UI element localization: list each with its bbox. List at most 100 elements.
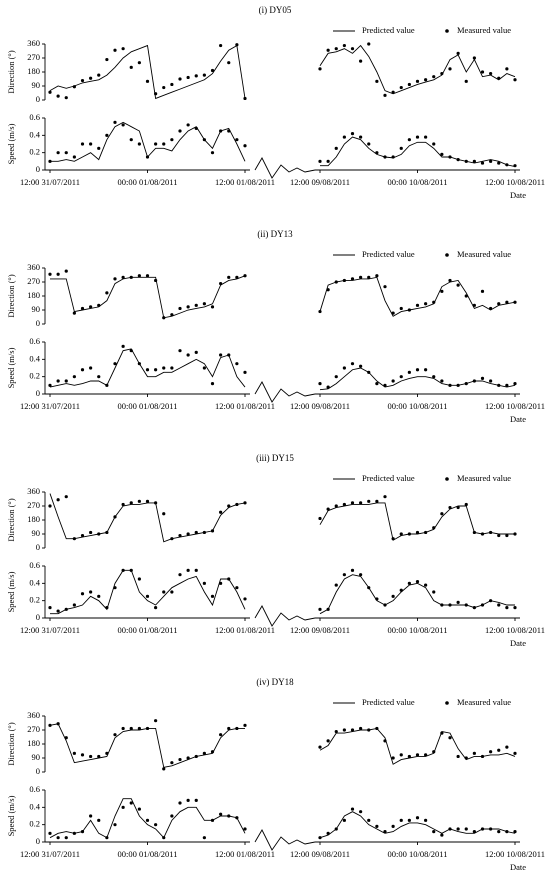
measured-point <box>375 382 379 386</box>
measured-point <box>432 590 436 594</box>
measured-point <box>334 583 338 587</box>
measured-point <box>464 756 468 760</box>
measured-point <box>399 818 403 822</box>
y-tick-label: 90 <box>32 304 41 314</box>
measured-point <box>80 78 85 83</box>
measured-point <box>235 275 239 279</box>
measured-point <box>383 155 387 159</box>
measured-point <box>202 302 206 306</box>
measured-point <box>432 830 436 834</box>
measured-point <box>105 530 109 535</box>
measured-point <box>334 280 338 284</box>
measured-point <box>137 61 141 65</box>
measured-point <box>391 594 395 598</box>
measured-point <box>350 807 355 811</box>
x-tick-label: 12:00 01/08/2011 <box>215 625 275 635</box>
measured-point <box>440 603 444 607</box>
predicted-line <box>319 44 516 95</box>
measured-point <box>48 831 52 835</box>
measured-point <box>318 836 322 840</box>
measured-point <box>350 362 355 366</box>
x-axis-label: Date <box>510 638 526 648</box>
predicted-line <box>319 502 515 541</box>
y-tick-label: 180 <box>27 290 40 300</box>
measured-point <box>456 754 460 759</box>
measured-point <box>162 85 166 90</box>
measured-point <box>89 142 93 146</box>
measured-point <box>89 814 93 818</box>
measured-point <box>89 366 93 370</box>
measured-point <box>432 375 436 379</box>
measured-point <box>243 370 247 374</box>
measured-point <box>448 155 452 159</box>
measured-point <box>56 94 60 98</box>
measured-point <box>375 151 379 155</box>
measured-point <box>480 532 485 536</box>
measured-point <box>440 731 444 735</box>
x-tick-label: 00:00 10/08/2011 <box>388 625 448 635</box>
measured-point <box>391 537 395 541</box>
measured-point <box>440 512 444 516</box>
measured-point <box>89 590 93 594</box>
measured-point <box>80 368 85 372</box>
measured-point <box>375 824 379 829</box>
y-tick-label: 180 <box>27 66 40 76</box>
measured-point <box>194 350 198 354</box>
measured-point <box>235 816 239 820</box>
measured-point <box>375 79 379 83</box>
measured-point <box>424 530 428 535</box>
measured-point <box>194 798 198 803</box>
measured-point <box>178 306 182 311</box>
x-tick-label: 00:00 10/08/2011 <box>388 401 448 411</box>
measured-point <box>391 756 395 760</box>
measured-point <box>227 814 231 818</box>
y-tick-label: 360 <box>27 486 40 496</box>
x-tick-label: 12:00 01/08/2011 <box>215 849 275 859</box>
measured-point <box>48 383 52 387</box>
measured-point <box>64 607 68 611</box>
measured-point <box>64 736 68 740</box>
measured-point <box>399 306 403 311</box>
measured-point <box>64 96 68 100</box>
x-tick-label: 12:00 10/08/2011 <box>485 401 545 411</box>
measured-point <box>137 807 141 811</box>
measured-point <box>415 753 420 757</box>
measured-point <box>64 836 68 840</box>
x-tick-label: 00:00 10/08/2011 <box>388 177 448 187</box>
measured-point <box>415 816 420 820</box>
measured-point <box>342 573 346 577</box>
measured-point <box>367 42 371 46</box>
predicted-line <box>319 276 516 317</box>
measured-point <box>121 805 125 809</box>
y-tick-label: 360 <box>27 710 40 720</box>
x-tick-label: 00:00 10/08/2011 <box>388 849 448 859</box>
measured-point <box>113 586 117 590</box>
predicted-line <box>49 44 246 100</box>
measured-point <box>391 824 395 829</box>
measured-point <box>178 757 182 762</box>
measured-point <box>383 93 387 97</box>
measured-point <box>72 603 76 607</box>
measured-point <box>97 303 101 307</box>
measured-point <box>56 609 60 613</box>
measured-point <box>235 502 239 507</box>
measured-point <box>448 278 452 283</box>
measured-point <box>424 135 428 139</box>
measured-point <box>170 814 174 818</box>
measured-point <box>375 597 379 601</box>
measured-point <box>472 606 476 610</box>
predicted-line <box>319 727 516 765</box>
measured-point <box>186 305 190 309</box>
y-axis-label: Direction (°) <box>6 722 16 765</box>
measured-point <box>489 827 493 831</box>
predicted-line <box>49 798 246 839</box>
x-tick-label: 12:00 10/08/2011 <box>485 177 545 187</box>
y-axis-label: Speed (m/s) <box>6 571 16 612</box>
measured-point <box>154 278 158 283</box>
measured-point <box>318 159 322 163</box>
measured-point <box>456 600 460 605</box>
measured-point <box>472 830 476 834</box>
predicted-line <box>50 569 246 615</box>
measured-point <box>113 120 117 124</box>
